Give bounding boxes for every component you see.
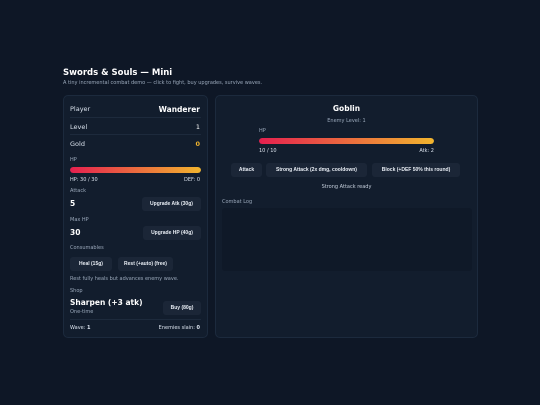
note: One-time: [70, 309, 94, 315]
strong-attack-button[interactable]: Strong Attack (2x dmg, cooldown): [266, 163, 367, 177]
enemy-level: Enemy Level: 1: [327, 118, 366, 124]
enemy-panel: Goblin Enemy Level: 1 HP 10 / 10 Atk: 2 …: [215, 95, 478, 338]
label: Enemies slain:: [158, 325, 195, 331]
hp-text: 10 / 10: [259, 148, 277, 154]
upgrade-hp-button[interactable]: Upgrade HP (40g): [143, 226, 201, 240]
buy-button[interactable]: Buy (80g): [163, 301, 201, 315]
title: Swords & Souls — Mini: [63, 68, 173, 78]
player-name: Wanderer: [158, 105, 200, 114]
hp-bar: [70, 167, 201, 173]
slain-value: 0: [196, 325, 200, 331]
label: Combat Log: [222, 199, 253, 205]
combat-log: [222, 208, 472, 271]
label: HP: [70, 157, 77, 163]
max-hp: 30: [70, 228, 81, 237]
subtitle: A tiny incremental combat demo — click t…: [63, 80, 263, 86]
hp-fill: [70, 167, 201, 173]
label: Gold: [70, 140, 85, 148]
level: 1: [195, 123, 200, 131]
label: Consumables: [70, 245, 104, 251]
gold: 0: [195, 140, 200, 148]
hp-text: HP: 30 / 30: [70, 177, 98, 183]
upgrade-atk-button[interactable]: Upgrade Atk (30g): [142, 197, 201, 211]
label: Level: [70, 123, 88, 131]
enemy-name: Goblin: [332, 104, 361, 113]
heal-button[interactable]: Heal (15g): [70, 257, 112, 271]
label: Attack: [70, 188, 86, 194]
note: Rest fully heals but advances enemy wave…: [70, 276, 179, 282]
label: Shop: [70, 288, 83, 294]
label: HP: [259, 128, 266, 134]
player-panel: Player Wanderer Level 1 Gold 0 HP HP: 30…: [63, 95, 208, 338]
attack: 5: [70, 199, 76, 208]
label: Player: [70, 105, 91, 113]
label: Wave:: [70, 325, 86, 331]
wave: Wave: 1: [70, 326, 91, 331]
wave-value: 1: [87, 325, 91, 331]
block-button[interactable]: Block (+DEF 50% this round): [372, 163, 460, 177]
attack-button[interactable]: Attack: [231, 163, 262, 177]
status: Strong Attack ready: [321, 184, 372, 190]
slain: Enemies slain: 0: [159, 326, 200, 331]
atk-text: Atk: 2: [419, 148, 434, 154]
shop-item: Sharpen (+3 atk): [70, 298, 143, 307]
rest-button[interactable]: Rest (+auto) (free): [118, 257, 173, 271]
def-text: DEF: 0: [184, 177, 200, 183]
enemy-hp-bar: [259, 138, 434, 144]
label: Max HP: [70, 217, 89, 223]
hp-fill: [259, 138, 434, 144]
